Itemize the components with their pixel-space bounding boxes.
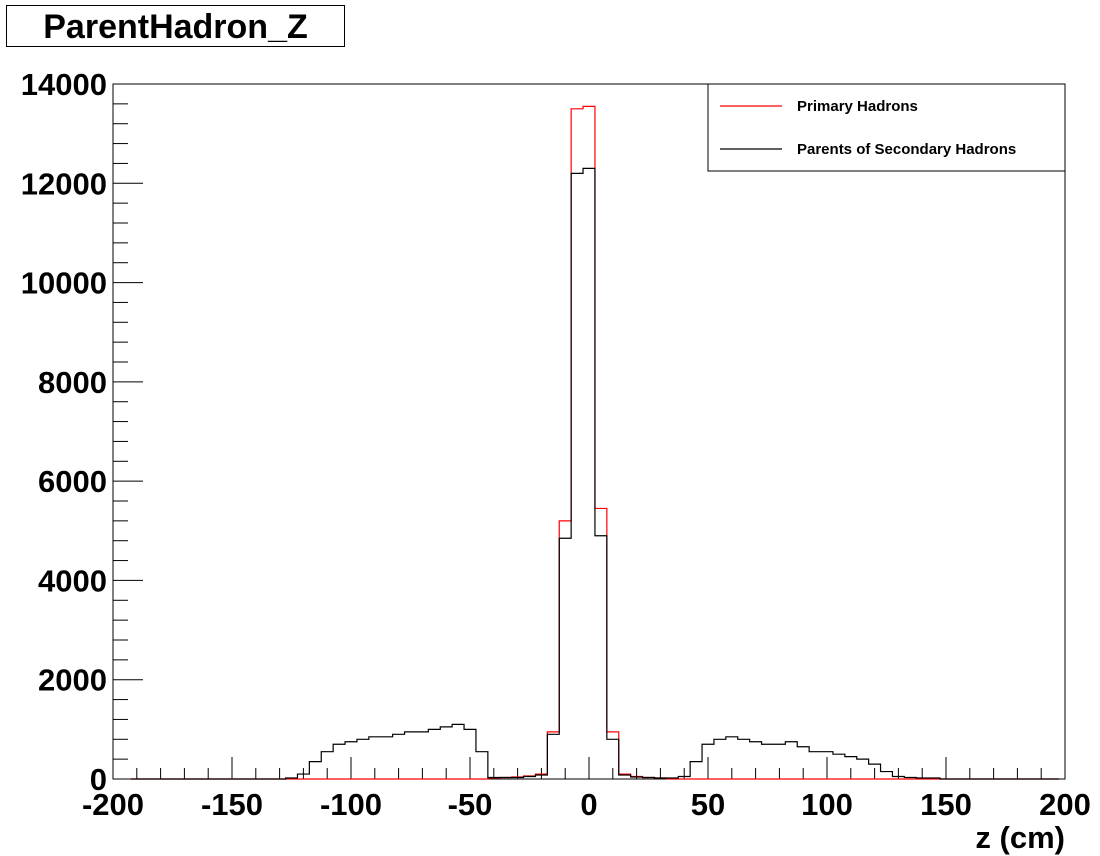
y-tick-label: 0 [90,762,107,797]
y-tick-label: 2000 [38,663,107,698]
legend-label-secondary: Parents of Secondary Hadrons [797,141,1016,158]
plot-frame [112,83,1066,780]
y-tick-label: 12000 [21,166,107,201]
chart-title: ParentHadron_Z [43,8,308,46]
x-tick-label: 150 [920,787,972,822]
y-tick-label: 6000 [38,464,107,499]
y-tick-label: 4000 [38,563,107,598]
plot-frame-layer [112,83,1066,780]
x-tick-label: 100 [801,787,853,822]
x-tick-label: 50 [691,787,725,822]
primary-hadrons-series [130,105,1060,780]
x-tick-label: 0 [580,787,597,822]
chart-title-box: ParentHadron_Z [6,5,345,47]
x-axis-label: z (cm) [975,820,1065,855]
x-tick-label: -100 [320,787,382,822]
x-tick-label: 200 [1039,787,1091,822]
series-layer [130,105,1060,780]
y-tick-label: 10000 [21,266,107,301]
legend: Primary Hadrons Parents of Secondary Hadr… [707,83,1066,172]
y-tick-label: 14000 [21,67,107,102]
x-tick-label: -50 [448,787,493,822]
y-tick-label: 8000 [38,365,107,400]
legend-label-primary: Primary Hadrons [797,98,918,115]
secondary-parents-series [130,167,1060,780]
legend-box [707,83,1066,172]
x-tick-label: -200 [82,787,144,822]
x-tick-label: -150 [201,787,263,822]
